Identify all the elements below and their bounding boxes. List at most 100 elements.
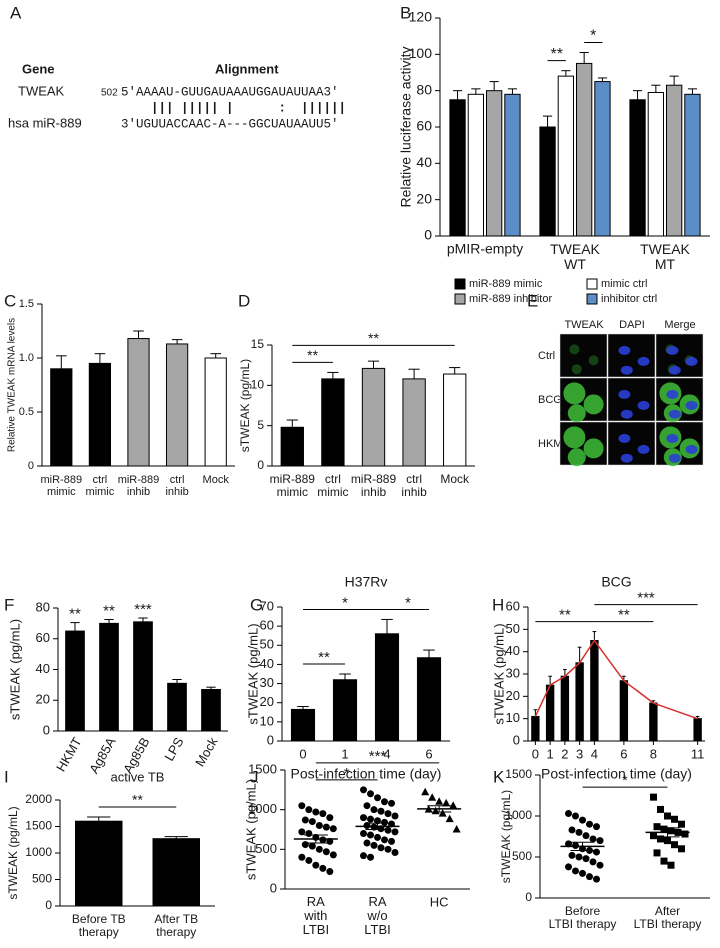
y-tick-label: 120 bbox=[409, 9, 433, 25]
dapi-signal bbox=[620, 365, 633, 375]
data-point bbox=[671, 815, 678, 823]
panel-label: C bbox=[4, 291, 16, 310]
bar bbox=[545, 684, 555, 742]
data-point bbox=[329, 851, 337, 859]
y-tick-label: 60 bbox=[416, 118, 432, 134]
data-point bbox=[593, 848, 600, 856]
data-point bbox=[298, 802, 306, 810]
bar bbox=[649, 702, 658, 742]
data-point bbox=[664, 837, 671, 845]
x-tick-label: miR-889 inhib bbox=[351, 472, 397, 499]
sequence: 3′UGUUACCAAC-A---GGCUAUAAUU5′ bbox=[121, 117, 339, 131]
x-tick-label: RA with LTBI bbox=[303, 894, 330, 937]
bar bbox=[416, 657, 442, 742]
x-tick-label: 6 bbox=[620, 746, 627, 761]
data-point bbox=[438, 809, 447, 817]
data-point bbox=[388, 837, 395, 845]
data-point bbox=[360, 829, 367, 837]
bar bbox=[666, 84, 683, 237]
legend-swatch bbox=[586, 293, 598, 305]
y-tick-label: 15 bbox=[251, 337, 265, 351]
data-point bbox=[589, 835, 597, 843]
data-point bbox=[428, 793, 437, 801]
significance: ** bbox=[618, 607, 630, 624]
bar bbox=[374, 633, 400, 742]
data-point bbox=[363, 802, 371, 810]
data-point bbox=[388, 799, 395, 807]
y-tick-label: 20 bbox=[260, 694, 274, 709]
bar bbox=[201, 688, 221, 732]
significance: ** bbox=[550, 46, 562, 63]
data-point bbox=[391, 828, 399, 836]
data-point bbox=[374, 833, 381, 841]
significance: * bbox=[590, 28, 596, 45]
bar bbox=[557, 75, 575, 237]
dapi-signal bbox=[685, 444, 698, 454]
data-point bbox=[360, 814, 367, 822]
data-point bbox=[421, 787, 430, 796]
y-axis-label: sTWEAK (pg/mL) bbox=[499, 790, 513, 883]
data-point bbox=[305, 829, 313, 837]
x-tick-label: 1 bbox=[547, 746, 554, 761]
significance: * bbox=[344, 765, 350, 782]
y-tick-label: 30 bbox=[506, 665, 520, 680]
y-tick-label: 10 bbox=[506, 710, 520, 725]
bar bbox=[127, 338, 150, 467]
dapi-signal bbox=[618, 389, 631, 399]
y-tick-label: 0 bbox=[270, 880, 277, 895]
data-point bbox=[565, 810, 572, 818]
x-tick-label: 6 bbox=[425, 746, 432, 761]
y-tick-label: 10 bbox=[251, 378, 265, 392]
data-point bbox=[579, 869, 586, 877]
y-tick-label: 30 bbox=[260, 675, 274, 690]
bar bbox=[290, 708, 316, 742]
x-tick-label: Before TB therapy bbox=[72, 912, 126, 939]
chart: J 0 500 1000 1500 sTWEAK (pg/mL) RA with LTBI RA w… bbox=[243, 748, 470, 937]
data-point bbox=[384, 810, 392, 818]
data-point bbox=[370, 841, 378, 849]
data-point bbox=[377, 807, 385, 815]
dapi-signal bbox=[685, 400, 698, 410]
y-tick-label: 0 bbox=[513, 732, 520, 747]
alignment-header: Alignment bbox=[215, 61, 279, 76]
bar bbox=[647, 91, 665, 237]
x-tick-label: ctrl mimic bbox=[86, 474, 115, 498]
bar bbox=[693, 718, 702, 742]
x-tick-label: Mock bbox=[440, 472, 470, 486]
y-tick-label: 100 bbox=[409, 45, 433, 61]
x-tick-label: RA w/o LTBI bbox=[364, 894, 391, 937]
tweak-signal bbox=[583, 438, 604, 459]
bar bbox=[99, 622, 119, 732]
x-tick-label: ctrl inhib bbox=[165, 474, 188, 498]
x-tick-label: 2 bbox=[561, 746, 568, 761]
data-point bbox=[596, 837, 604, 845]
data-point bbox=[667, 827, 675, 835]
x-tick-label: miR-889 inhib bbox=[118, 474, 160, 498]
significance: * bbox=[405, 594, 411, 611]
x-tick-label: Mock bbox=[203, 474, 230, 486]
data-point bbox=[319, 810, 327, 818]
data-point bbox=[374, 817, 381, 825]
data-point bbox=[449, 801, 458, 809]
column-label: TWEAK bbox=[564, 319, 604, 331]
tweak-signal bbox=[563, 426, 586, 449]
bar bbox=[321, 378, 345, 467]
bar bbox=[539, 126, 556, 237]
data-point bbox=[431, 806, 440, 815]
x-tick-label: After TB therapy bbox=[154, 912, 198, 939]
data-point bbox=[367, 790, 374, 798]
chart: B 0 20 40 60 80 100 120 Relative luciferase acti… bbox=[398, 3, 710, 305]
dapi-signal bbox=[685, 356, 698, 366]
y-tick-label: 50 bbox=[506, 621, 520, 636]
y-tick-label: 1000 bbox=[248, 801, 277, 816]
significance: ** bbox=[318, 649, 330, 666]
y-tick-label: 0 bbox=[424, 227, 432, 243]
tweak-signal bbox=[583, 394, 604, 415]
data-point bbox=[360, 786, 367, 794]
y-tick-label: 1500 bbox=[248, 761, 277, 776]
bar bbox=[594, 81, 611, 237]
